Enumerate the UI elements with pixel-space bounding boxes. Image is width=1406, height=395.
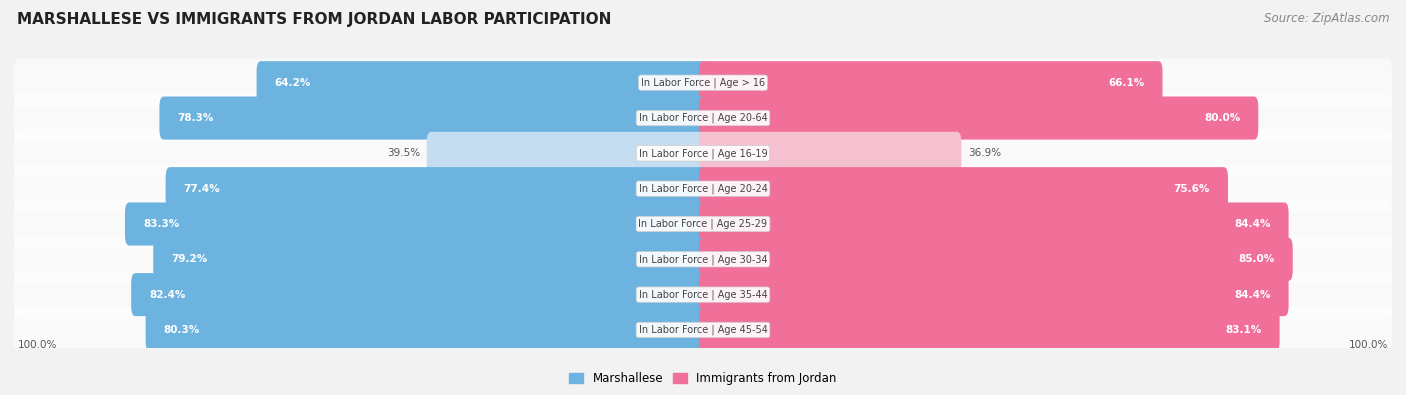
Text: 100.0%: 100.0% xyxy=(18,340,58,350)
Text: 83.1%: 83.1% xyxy=(1226,325,1261,335)
FancyBboxPatch shape xyxy=(699,203,1289,246)
Text: In Labor Force | Age > 16: In Labor Force | Age > 16 xyxy=(641,77,765,88)
Text: 84.4%: 84.4% xyxy=(1234,290,1271,300)
FancyBboxPatch shape xyxy=(699,132,962,175)
FancyBboxPatch shape xyxy=(14,59,1392,107)
Text: 78.3%: 78.3% xyxy=(177,113,214,123)
FancyBboxPatch shape xyxy=(699,61,1163,104)
FancyBboxPatch shape xyxy=(159,96,707,139)
FancyBboxPatch shape xyxy=(14,271,1392,319)
Text: 79.2%: 79.2% xyxy=(172,254,208,264)
FancyBboxPatch shape xyxy=(14,94,1392,142)
FancyBboxPatch shape xyxy=(699,308,1279,352)
Text: In Labor Force | Age 35-44: In Labor Force | Age 35-44 xyxy=(638,290,768,300)
Text: 83.3%: 83.3% xyxy=(143,219,179,229)
FancyBboxPatch shape xyxy=(166,167,707,210)
Text: In Labor Force | Age 25-29: In Labor Force | Age 25-29 xyxy=(638,219,768,229)
FancyBboxPatch shape xyxy=(699,273,1289,316)
FancyBboxPatch shape xyxy=(153,238,707,281)
FancyBboxPatch shape xyxy=(14,235,1392,283)
Text: 84.4%: 84.4% xyxy=(1234,219,1271,229)
Text: 66.1%: 66.1% xyxy=(1108,78,1144,88)
Text: 85.0%: 85.0% xyxy=(1239,254,1275,264)
FancyBboxPatch shape xyxy=(125,203,707,246)
FancyBboxPatch shape xyxy=(699,96,1258,139)
Text: 80.0%: 80.0% xyxy=(1204,113,1240,123)
Text: In Labor Force | Age 20-24: In Labor Force | Age 20-24 xyxy=(638,183,768,194)
FancyBboxPatch shape xyxy=(256,61,707,104)
Text: In Labor Force | Age 20-64: In Labor Force | Age 20-64 xyxy=(638,113,768,123)
Text: Source: ZipAtlas.com: Source: ZipAtlas.com xyxy=(1264,12,1389,25)
Text: 100.0%: 100.0% xyxy=(1348,340,1388,350)
FancyBboxPatch shape xyxy=(427,132,707,175)
Text: In Labor Force | Age 16-19: In Labor Force | Age 16-19 xyxy=(638,148,768,159)
FancyBboxPatch shape xyxy=(131,273,707,316)
FancyBboxPatch shape xyxy=(699,238,1292,281)
Text: 36.9%: 36.9% xyxy=(969,149,1001,158)
FancyBboxPatch shape xyxy=(146,308,707,352)
Text: 82.4%: 82.4% xyxy=(149,290,186,300)
FancyBboxPatch shape xyxy=(14,165,1392,213)
Text: 80.3%: 80.3% xyxy=(163,325,200,335)
FancyBboxPatch shape xyxy=(14,129,1392,177)
FancyBboxPatch shape xyxy=(14,200,1392,248)
Text: 75.6%: 75.6% xyxy=(1174,184,1211,194)
FancyBboxPatch shape xyxy=(14,306,1392,354)
Legend: Marshallese, Immigrants from Jordan: Marshallese, Immigrants from Jordan xyxy=(564,367,842,390)
Text: 39.5%: 39.5% xyxy=(387,149,420,158)
Text: MARSHALLESE VS IMMIGRANTS FROM JORDAN LABOR PARTICIPATION: MARSHALLESE VS IMMIGRANTS FROM JORDAN LA… xyxy=(17,12,612,27)
Text: 64.2%: 64.2% xyxy=(274,78,311,88)
Text: In Labor Force | Age 45-54: In Labor Force | Age 45-54 xyxy=(638,325,768,335)
FancyBboxPatch shape xyxy=(699,167,1227,210)
Text: 77.4%: 77.4% xyxy=(184,184,221,194)
Text: In Labor Force | Age 30-34: In Labor Force | Age 30-34 xyxy=(638,254,768,265)
